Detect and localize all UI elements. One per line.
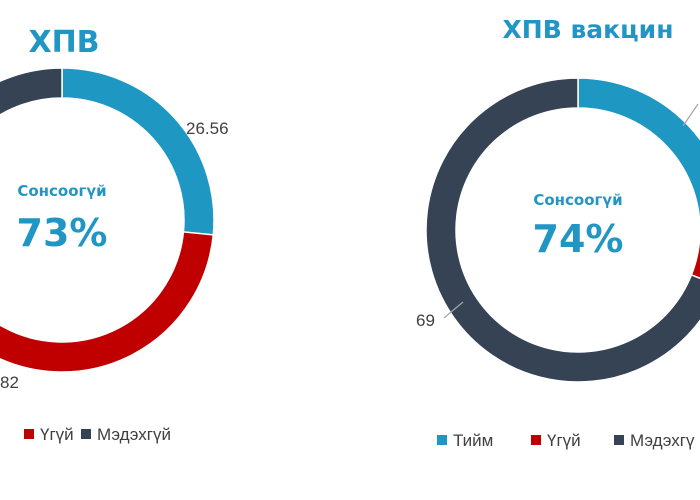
chart-title: ХПВ вакцин	[503, 15, 674, 44]
donut-segment-1	[61, 67, 215, 236]
data-label: 26.56	[186, 119, 229, 138]
legend-label: Мэдэхгүй	[97, 425, 171, 444]
legend-label: Үгүй	[40, 425, 74, 444]
donut-segment-3	[0, 67, 63, 116]
donut-chart-hpv-vaccine: ХПВ вакцин Сонсоогүй 74% 69 Тийм Үгүй Мэдэхгү	[416, 15, 700, 450]
center-caption: Сонсоогүй	[17, 182, 106, 200]
center-value: 73%	[17, 211, 108, 255]
donut-segment-2	[0, 231, 215, 373]
leader-line	[443, 301, 464, 319]
legend: ймҮгүйМэдэхгүй	[24, 425, 171, 444]
legend-swatch	[24, 429, 34, 439]
legend-swatch	[81, 429, 91, 439]
data-label: 69	[416, 311, 435, 330]
center-caption: Сонсоогүй	[533, 191, 622, 209]
donut-segment-1	[577, 77, 700, 239]
chart-title: ХПВ	[28, 25, 99, 60]
legend-swatch	[531, 435, 541, 445]
leader-line	[682, 103, 699, 127]
donut-segment-3	[425, 77, 700, 383]
center-value: 74%	[533, 217, 624, 261]
legend-swatch	[437, 435, 447, 445]
legend-swatch	[614, 435, 624, 445]
legend: Тийм Үгүй Мэдэхгү	[437, 431, 695, 450]
legend-label: Мэдэхгү	[630, 431, 695, 450]
legend-label: Тийм	[453, 431, 493, 450]
legend-label: Үгүй	[547, 431, 581, 450]
data-label: 82	[0, 373, 19, 392]
